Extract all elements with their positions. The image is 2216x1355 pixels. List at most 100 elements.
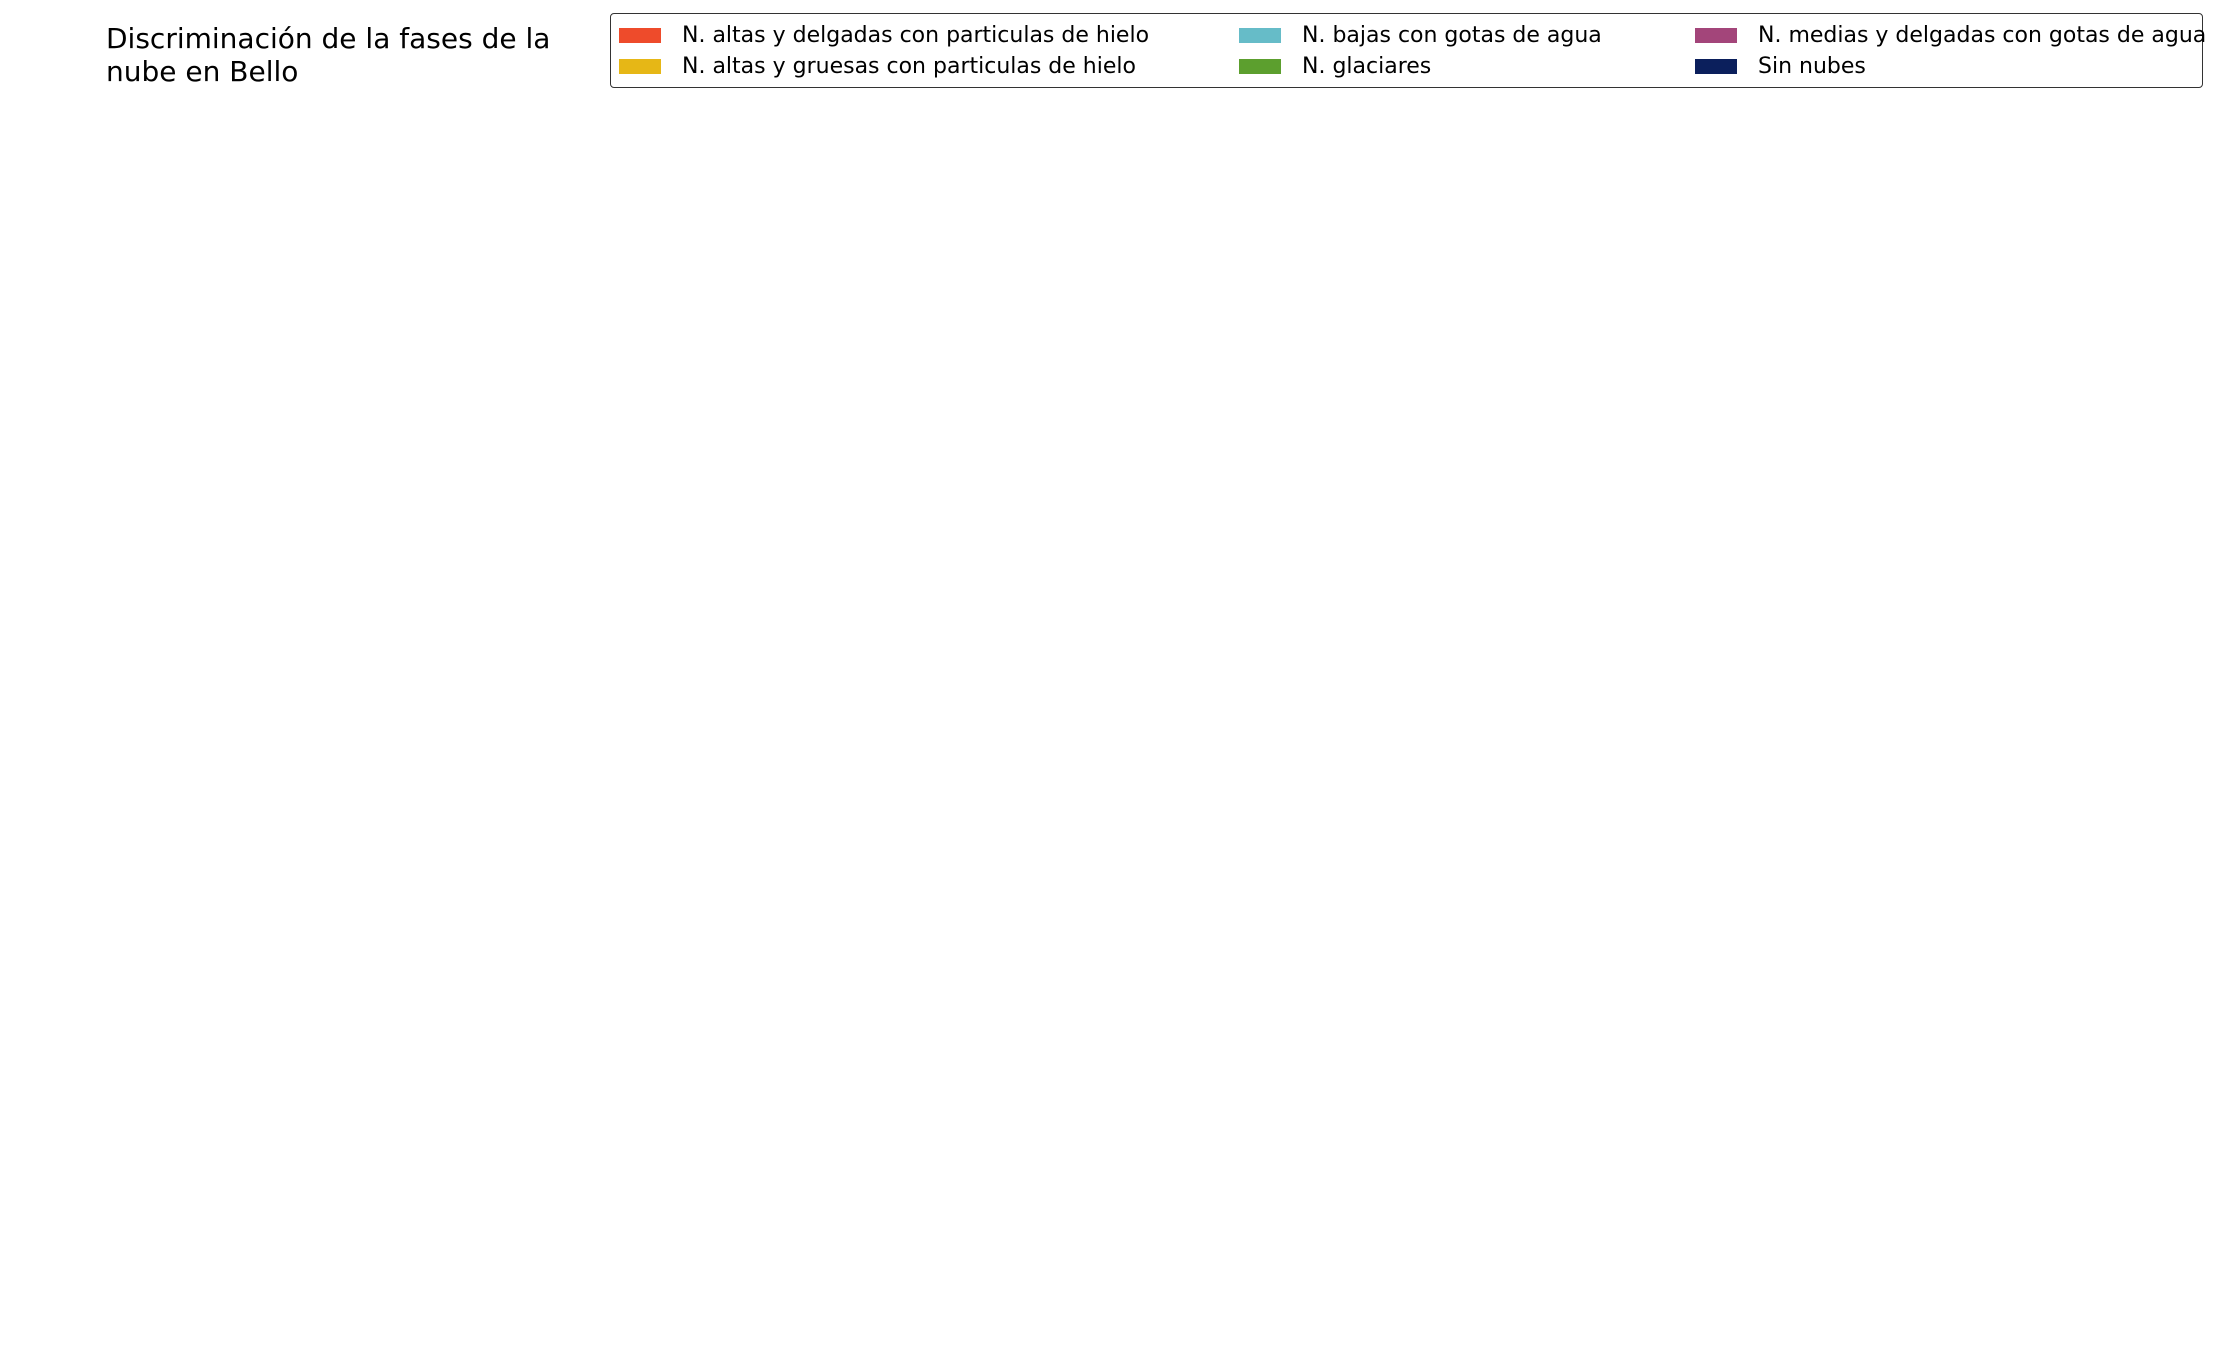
bar-segment <box>2053 674 2062 803</box>
bar-segment <box>2125 319 2135 353</box>
bar-segment <box>752 513 761 1253</box>
bar-segment <box>1077 95 1087 481</box>
bar-segment <box>1185 1188 1195 1221</box>
bar-segment <box>1149 223 1159 803</box>
legend-label: N. bajas con gotas de agua <box>1302 22 1602 48</box>
x-tick-label: 16:59 <box>1958 1266 2013 1288</box>
bar-segment <box>1221 319 1231 481</box>
bar-segment <box>643 95 653 417</box>
bar-segment <box>1402 674 1412 1253</box>
bar-segment <box>824 95 834 868</box>
legend-label: N. altas y gruesas con particulas de hie… <box>682 53 1136 79</box>
bar-segment <box>1113 1188 1123 1253</box>
bar-segment <box>1908 415 1918 867</box>
bar-segment <box>1402 191 1412 385</box>
x-tick-label: 08:19 <box>79 1266 134 1288</box>
bar-segment <box>1908 898 1918 1253</box>
bar-segment <box>2016 641 2026 674</box>
bar-segment <box>1583 384 1592 1253</box>
bar-segment <box>1113 93 1123 159</box>
bar-segment <box>1005 416 1014 450</box>
x-tick-label: 13:39 <box>1235 1266 1290 1288</box>
bar-segment <box>1691 95 1701 610</box>
bar-segment <box>1221 62 1231 320</box>
x-tick-sublabel: Jul 11 <box>78 1290 132 1312</box>
bar-segment <box>101 95 111 224</box>
y-tick-label: 40 <box>68 780 92 802</box>
legend-label: N. altas y delgadas con particulas de hi… <box>682 22 1150 48</box>
bar-segment <box>1944 480 1954 514</box>
bar-segment <box>173 96 183 482</box>
x-tick-label: 17:39 <box>2102 1266 2157 1288</box>
bar-segment <box>1511 127 1520 1254</box>
bar-segment <box>571 95 581 674</box>
legend-item: N. altas y delgadas con particulas de hi… <box>619 20 1149 50</box>
bar-segment <box>1149 1124 1159 1253</box>
bar-segment <box>1836 1220 1845 1253</box>
bar-segment <box>390 93 400 127</box>
bar-segment <box>1041 416 1050 1253</box>
bar-segment <box>2053 1028 2062 1253</box>
bar-segment <box>1438 96 1448 354</box>
legend: N. altas y delgadas con particulas de hi… <box>610 13 2206 88</box>
bar-segment <box>499 95 508 224</box>
bar-segment <box>1872 609 1882 1189</box>
bar-segment <box>1727 833 1737 867</box>
bar-segment <box>788 95 797 739</box>
bar-segment <box>1113 158 1123 545</box>
bar-segment <box>1366 513 1376 642</box>
bar-segment <box>101 223 111 1254</box>
bar-segment <box>2089 95 2098 450</box>
bar-segment <box>426 867 436 1253</box>
chart-title: Discriminación de la fases de la nube en… <box>106 22 551 88</box>
x-tick-label: 10:19 <box>512 1266 567 1288</box>
bar-segment <box>1908 866 1918 899</box>
bar-segment <box>2016 95 2026 417</box>
bar-segment <box>1872 287 1882 610</box>
bar-segment <box>1872 1188 1882 1253</box>
bar-segment <box>535 95 544 642</box>
plot-frame <box>105 94 2203 1254</box>
legend-swatch <box>1239 27 1281 43</box>
bar-segment <box>1583 95 1592 385</box>
bar-segment <box>1800 352 1809 449</box>
bar-segment <box>860 95 870 899</box>
bar-segment <box>1800 95 1809 353</box>
legend-label: Sin nubes <box>1758 53 1866 79</box>
bar-segment <box>1727 866 1737 899</box>
legend-swatch <box>619 27 661 43</box>
bar-segment <box>716 288 725 1253</box>
bar-segment <box>1836 93 1845 416</box>
bar-segment <box>1258 706 1267 1253</box>
bar-segment <box>824 867 834 1253</box>
bar-segment <box>1077 480 1087 1253</box>
bar-segment <box>2053 963 2062 1029</box>
bar-segment <box>2125 95 2135 320</box>
bar-segment <box>354 95 364 1093</box>
x-tick-label: 12:59 <box>1090 1266 1145 1288</box>
bar-segment <box>2016 1188 2026 1253</box>
bar-segment <box>1258 95 1267 674</box>
bar-segment <box>2161 319 2171 1254</box>
legend-item: N. bajas con gotas de agua <box>1239 20 1602 50</box>
bar-segment <box>1438 449 1448 1253</box>
bar-segment <box>1655 898 1665 1253</box>
bar-segment <box>499 223 508 642</box>
bar-segment <box>932 449 942 1253</box>
bar-segment <box>1727 158 1737 834</box>
y-tick-label: 0 <box>80 1243 92 1265</box>
legend-item: N. medias y delgadas con gotas de agua <box>1695 20 2206 50</box>
x-tick-label: 15:39 <box>1669 1266 1724 1288</box>
legend-label: N. glaciares <box>1302 53 1432 79</box>
bar-segment <box>1655 95 1665 899</box>
bar-segment <box>1474 158 1484 353</box>
bar-segment <box>2016 416 2026 642</box>
bar-segment <box>318 95 328 1125</box>
bar-segment <box>1185 254 1195 577</box>
bar-segment <box>2053 802 2062 964</box>
bar-segment <box>1366 93 1376 449</box>
bar-segment <box>1944 1220 1954 1253</box>
legend-label: N. medias y delgadas con gotas de agua <box>1758 22 2207 48</box>
